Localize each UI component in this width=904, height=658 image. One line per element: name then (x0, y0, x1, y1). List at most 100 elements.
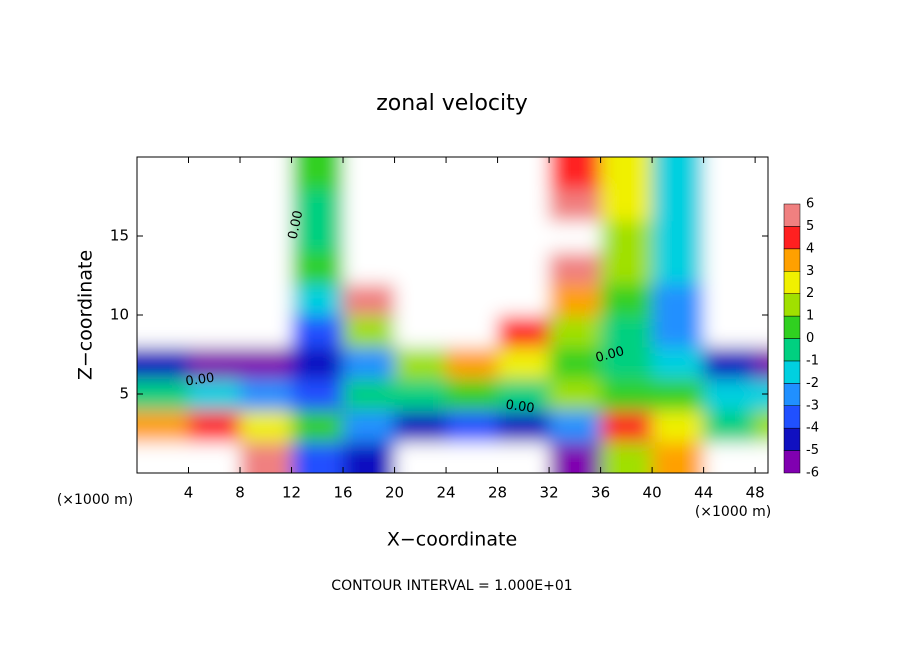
contour-label: 0.00 (594, 344, 626, 366)
field-cell (497, 378, 551, 411)
colorbar-label: 4 (806, 241, 814, 256)
field-cell (703, 346, 757, 380)
field-cell (652, 283, 705, 316)
colorbar-swatch (783, 405, 801, 429)
field-cell (549, 220, 602, 253)
field-cell (600, 409, 654, 443)
field-cell (549, 378, 602, 411)
field-cell (703, 441, 757, 473)
x-tick-label: 8 (235, 484, 245, 502)
field-cell (291, 188, 345, 222)
field-cell (291, 441, 345, 473)
field-cell (755, 220, 768, 253)
field-cell (497, 251, 551, 285)
field-cell (394, 315, 448, 348)
field-cell (137, 188, 190, 222)
field-cell (240, 220, 293, 253)
field-cell (137, 251, 190, 285)
field-cell (497, 220, 551, 253)
field-cell (188, 378, 242, 411)
x-tick-label: 36 (591, 484, 610, 502)
field-cell (137, 283, 190, 316)
field-cell (137, 378, 190, 411)
field-cell (703, 283, 757, 316)
x-tick-label: 24 (437, 484, 456, 502)
x-tick-label: 40 (643, 484, 662, 502)
field-cell (497, 346, 551, 380)
field-cell (137, 220, 190, 253)
field-cell (343, 346, 396, 380)
field-cell (188, 441, 242, 473)
field-cell (240, 157, 293, 190)
field-cell (703, 251, 757, 285)
field-cell (291, 283, 345, 316)
field-cell (446, 409, 499, 443)
field-cell (394, 157, 448, 190)
axis-unit: (×1000 m) (695, 504, 771, 520)
field-cell (549, 346, 602, 380)
colorbar-label: 6 (806, 197, 814, 212)
field-cell (600, 251, 654, 285)
field-cells (137, 157, 768, 473)
field-cell (549, 251, 602, 285)
colorbar-label: 2 (806, 286, 814, 301)
field-cell (600, 315, 654, 348)
contour-label: 0.00 (286, 209, 307, 240)
field-cell (394, 283, 448, 316)
field-cell (188, 315, 242, 348)
field-cell (240, 315, 293, 348)
field-cell (600, 283, 654, 316)
field-cell (497, 157, 551, 190)
x-tick-label: 44 (694, 484, 713, 502)
field-cell (188, 188, 242, 222)
field-cell (652, 220, 705, 253)
field-cell (291, 346, 345, 380)
field-cell (188, 157, 242, 190)
x-tick-label: 4 (184, 484, 194, 502)
y-tick-label: 15 (110, 227, 129, 245)
field-cell (549, 315, 602, 348)
x-tick-label: 16 (333, 484, 352, 502)
field-cell (291, 315, 345, 348)
x-tick-label: 20 (385, 484, 404, 502)
colorbar-swatch (783, 338, 801, 362)
colorbar-swatch (783, 383, 801, 407)
field-cell (137, 441, 190, 473)
colorbar-label: 1 (806, 309, 814, 324)
field-cell (703, 220, 757, 253)
field-cell (703, 378, 757, 411)
colorbar-swatch (783, 248, 801, 272)
colorbar-label: -1 (806, 353, 819, 368)
field-cell (394, 441, 448, 473)
field-cell (600, 220, 654, 253)
field-cell (549, 409, 602, 443)
field-cell (755, 441, 768, 473)
axis-unit: (×1000 m) (57, 492, 133, 508)
field-cell (394, 378, 448, 411)
field-cell (188, 283, 242, 316)
field-cell (343, 441, 396, 473)
field-cell (137, 409, 190, 443)
field-cell (240, 409, 293, 443)
field-cell (549, 188, 602, 222)
colorbar-swatch (783, 450, 801, 474)
field-cell (446, 283, 499, 316)
field-cell (652, 251, 705, 285)
field-cell (600, 188, 654, 222)
y-tick-label: 5 (119, 385, 129, 403)
field-cell (343, 283, 396, 316)
field-cell (188, 220, 242, 253)
chart-title: zonal velocity (376, 91, 528, 116)
contour-label: 0.00 (505, 398, 536, 417)
field-cell (394, 188, 448, 222)
field-cell (549, 157, 602, 190)
field-cell (137, 346, 190, 380)
field-cell (446, 251, 499, 285)
field-cell (755, 346, 768, 380)
field-cell (549, 283, 602, 316)
field-cell (446, 346, 499, 380)
field-cell (549, 441, 602, 473)
field-cell (343, 409, 396, 443)
colorbar-swatch (783, 226, 801, 250)
